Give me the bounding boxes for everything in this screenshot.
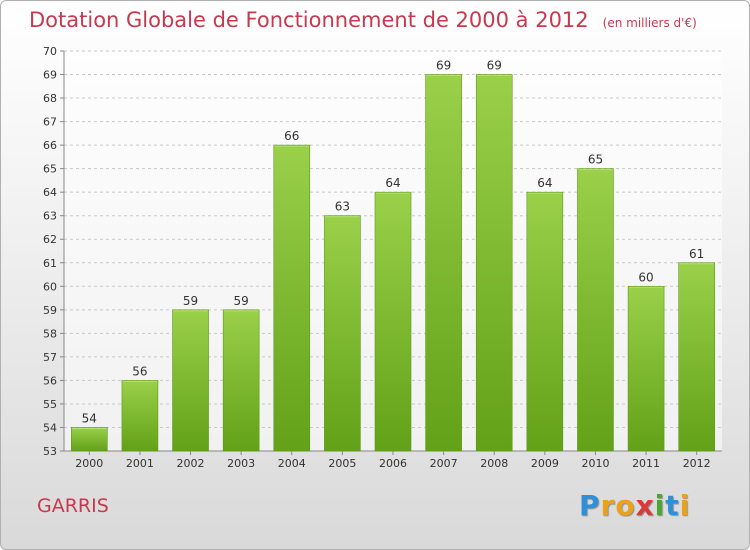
bar-value-label: 69 [487, 59, 502, 73]
x-tick-label: 2010 [581, 457, 609, 470]
logo-letter: t [665, 489, 680, 522]
y-tick-label: 59 [43, 304, 57, 317]
bar [121, 380, 159, 452]
y-tick-label: 53 [43, 445, 57, 458]
y-tick-label: 67 [43, 116, 57, 129]
bar [627, 285, 665, 452]
x-tick-label: 2012 [683, 457, 711, 470]
x-tick-label: 2001 [126, 457, 154, 470]
bar [172, 309, 209, 452]
y-tick-label: 60 [43, 280, 57, 293]
bar-value-label: 59 [234, 294, 249, 308]
bar [374, 191, 412, 452]
y-tick-label: 61 [43, 257, 57, 270]
bar-value-label: 64 [385, 176, 400, 190]
y-tick-label: 57 [43, 351, 57, 364]
bar-value-label: 61 [689, 247, 704, 261]
x-tick-label: 2000 [75, 457, 103, 470]
chart-subtitle: (en milliers d'€) [602, 16, 697, 30]
logo-letter: r [600, 489, 616, 522]
x-tick-label: 2006 [379, 457, 407, 470]
x-tick-label: 2008 [480, 457, 508, 470]
y-tick-label: 55 [43, 398, 57, 411]
y-tick-label: 64 [43, 186, 57, 199]
chart-title: Dotation Globale de Fonctionnement de 20… [29, 8, 697, 32]
y-tick-label: 65 [43, 163, 57, 176]
bar-value-label: 69 [436, 59, 451, 73]
bar-value-label: 54 [82, 411, 97, 425]
bar-value-label: 60 [638, 270, 653, 284]
bar-value-label: 63 [335, 200, 350, 214]
chart-title-text: Dotation Globale de Fonctionnement de 20… [29, 8, 589, 32]
y-tick-label: 66 [43, 139, 57, 152]
bar [324, 215, 361, 452]
bar-value-label: 66 [284, 129, 299, 143]
bar [71, 427, 108, 452]
y-tick-label: 69 [43, 69, 57, 82]
x-tick-label: 2003 [227, 457, 255, 470]
y-tick-label: 54 [43, 421, 57, 434]
y-tick-label: 58 [43, 327, 57, 340]
bar-value-label: 64 [537, 176, 552, 190]
y-tick-label: 62 [43, 233, 57, 246]
logo-letter: i [679, 489, 691, 522]
x-tick-label: 2011 [632, 457, 660, 470]
x-tick-label: 2004 [278, 457, 306, 470]
x-tick-label: 2009 [531, 457, 559, 470]
y-tick-label: 70 [43, 45, 57, 58]
proxiti-logo: Proxiti [579, 489, 690, 522]
bar [273, 144, 311, 452]
y-tick-label: 56 [43, 374, 57, 387]
x-tick-label: 2002 [177, 457, 205, 470]
logo-letter: i [654, 489, 666, 522]
bar-value-label: 56 [132, 364, 147, 378]
logo-letter: P [579, 489, 601, 522]
logo-letter: x [635, 489, 655, 522]
bar-value-label: 59 [183, 294, 198, 308]
bar [475, 74, 513, 452]
bar [425, 74, 462, 452]
x-tick-label: 2005 [328, 457, 356, 470]
bar [577, 168, 614, 452]
bar-value-label: 65 [588, 153, 603, 167]
bar [526, 191, 564, 452]
logo-letter: o [615, 489, 636, 522]
bar [222, 309, 260, 452]
bar [678, 262, 715, 452]
y-tick-label: 63 [43, 210, 57, 223]
y-tick-label: 68 [43, 92, 57, 105]
x-tick-label: 2007 [430, 457, 458, 470]
location-label: GARRIS [37, 495, 109, 517]
